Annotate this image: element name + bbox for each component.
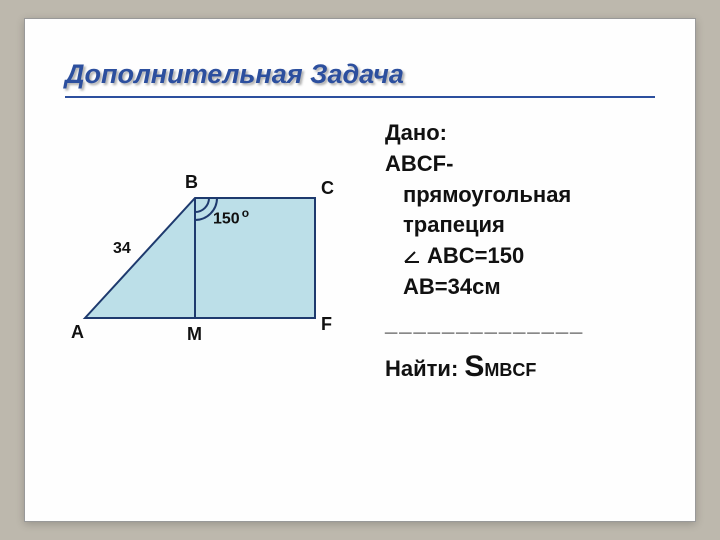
angle-icon <box>403 250 421 264</box>
find-subscript: MBCF <box>484 360 536 380</box>
find-line: Найти: SMBCF <box>385 346 655 388</box>
label-a: A <box>71 322 84 343</box>
given-angle: ABC=150 <box>385 241 655 272</box>
label-b: B <box>185 172 198 193</box>
label-c: C <box>321 178 334 199</box>
find-symbol: S <box>464 350 484 383</box>
trapezoid-shape <box>85 198 315 318</box>
given-shape-3: трапеция <box>385 210 655 241</box>
slide-title: Дополнительная Задача <box>65 59 655 90</box>
diagram-column: B C A F M 34 150o <box>65 118 365 388</box>
find-prefix: Найти: <box>385 356 464 381</box>
label-angle: 150o <box>213 206 249 228</box>
label-side-ab: 34 <box>113 240 131 258</box>
slide: Дополнительная Задача B C A F M <box>24 18 696 522</box>
given-heading: Дано: <box>385 118 655 149</box>
diagram-svg <box>65 118 365 378</box>
title-underline <box>65 96 655 98</box>
given-side: AB=34см <box>385 272 655 303</box>
given-shape-1: ABCF- <box>385 149 655 180</box>
text-column: Дано: ABCF- прямоугольная трапеция ABC=1… <box>385 118 655 388</box>
angle-value: 150 <box>213 210 240 227</box>
label-m: M <box>187 324 202 345</box>
divider: ______________ <box>385 309 655 340</box>
given-angle-text: ABC=150 <box>427 243 524 268</box>
content-row: B C A F M 34 150o Дано: ABCF- прямоуголь… <box>65 118 655 388</box>
angle-degree: o <box>242 206 249 220</box>
given-shape-2: прямоугольная <box>385 180 655 211</box>
label-f: F <box>321 314 332 335</box>
trapezoid-diagram: B C A F M 34 150o <box>65 118 365 378</box>
